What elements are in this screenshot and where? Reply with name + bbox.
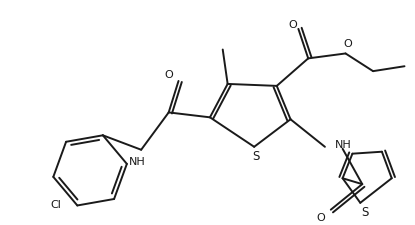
- Text: NH: NH: [335, 140, 352, 150]
- Text: S: S: [361, 206, 369, 219]
- Text: O: O: [317, 213, 325, 223]
- Text: O: O: [164, 70, 173, 80]
- Text: NH: NH: [129, 157, 146, 166]
- Text: S: S: [252, 150, 260, 163]
- Text: O: O: [288, 20, 297, 30]
- Text: Cl: Cl: [51, 200, 61, 210]
- Text: O: O: [343, 39, 352, 49]
